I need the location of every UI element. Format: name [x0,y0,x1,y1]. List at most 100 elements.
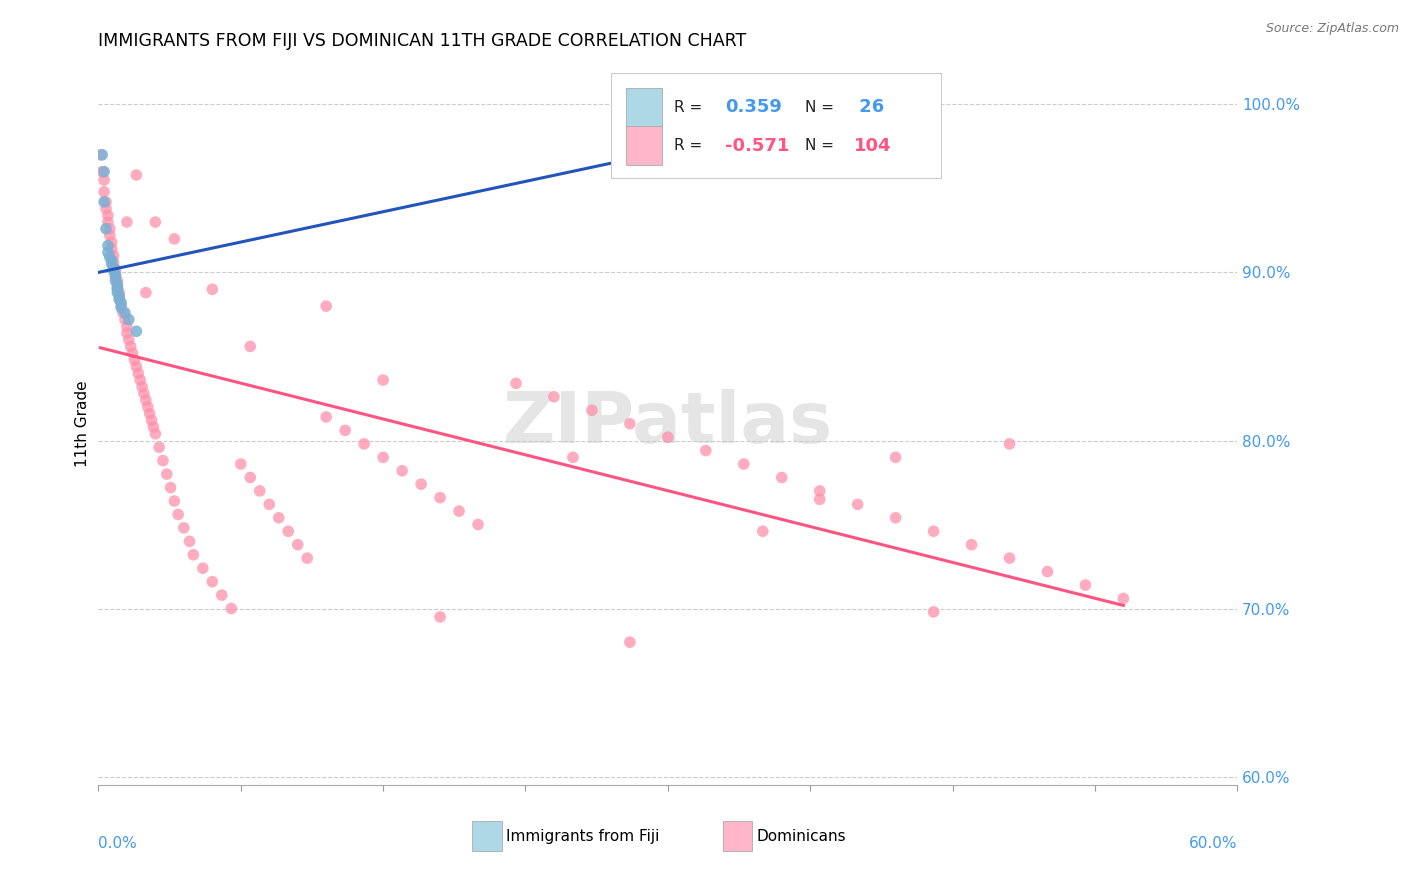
Point [104,268,127,283]
FancyBboxPatch shape [472,821,502,852]
Point [93,164,115,178]
Point [100,253,122,268]
Point [353,437,375,451]
Point [259,497,281,511]
Point [115,319,138,334]
Point [135,285,157,300]
Text: Source: ZipAtlas.com: Source: ZipAtlas.com [1265,22,1399,36]
Point [104,270,127,285]
Point [998,437,1021,451]
Point [371,373,394,387]
Point [163,494,186,508]
Point [107,277,129,292]
Point [108,293,131,307]
Text: R =: R = [673,100,702,115]
Point [100,235,122,250]
Point [562,450,585,465]
Point [808,483,831,498]
Point [97,208,120,222]
Point [201,282,224,296]
Point [94,194,117,209]
Point [115,215,138,229]
Text: 104: 104 [853,136,891,154]
Point [118,333,141,347]
Point [136,400,159,414]
Point [733,457,755,471]
Point [581,403,603,417]
Point [112,306,135,320]
Point [131,380,153,394]
Point [103,264,125,278]
Point [229,457,252,471]
Point [695,443,717,458]
Point [770,470,793,484]
Point [94,221,117,235]
Point [103,249,125,263]
Point [315,299,337,313]
Point [138,407,160,421]
Point [449,504,471,518]
Point [97,238,120,252]
Point [335,424,357,438]
Point [159,481,181,495]
Point [145,215,167,229]
Point [156,467,179,482]
Point [129,373,152,387]
Point [183,548,205,562]
Point [108,289,131,303]
Point [93,194,115,209]
Point [135,393,157,408]
Point [103,260,125,275]
Text: N =: N = [804,138,834,153]
Point [145,426,167,441]
Point [429,491,451,505]
Point [467,517,489,532]
Point [846,497,869,511]
Point [114,312,136,326]
Text: 0.359: 0.359 [725,98,782,116]
Point [124,352,146,367]
Point [411,477,433,491]
Point [152,453,174,467]
Point [1036,565,1059,579]
Point [100,242,122,256]
Point [1112,591,1135,606]
FancyBboxPatch shape [626,126,662,165]
Point [103,255,125,269]
Point [163,232,186,246]
Point [221,601,243,615]
Point [89,148,111,162]
Point [277,524,299,539]
Point [148,440,170,454]
Text: R =: R = [673,138,702,153]
Point [104,267,127,281]
Point [107,285,129,300]
FancyBboxPatch shape [612,73,941,178]
Point [1074,578,1097,592]
Point [239,470,262,484]
Point [179,534,201,549]
Point [98,228,121,243]
Point [619,635,641,649]
Point [884,450,907,465]
Point [93,185,115,199]
Point [808,101,831,115]
Point [167,508,190,522]
Text: -0.571: -0.571 [725,136,789,154]
Point [201,574,224,589]
Point [127,366,149,380]
Point [808,492,831,507]
Point [752,524,775,539]
Point [121,346,143,360]
Point [429,610,451,624]
Point [118,312,141,326]
Point [960,538,983,552]
Point [91,148,114,162]
Text: 0.0%: 0.0% [98,836,138,851]
Point [94,202,117,216]
Point [249,483,271,498]
Point [173,521,195,535]
Point [114,306,136,320]
Point [110,301,132,315]
Point [267,510,290,524]
